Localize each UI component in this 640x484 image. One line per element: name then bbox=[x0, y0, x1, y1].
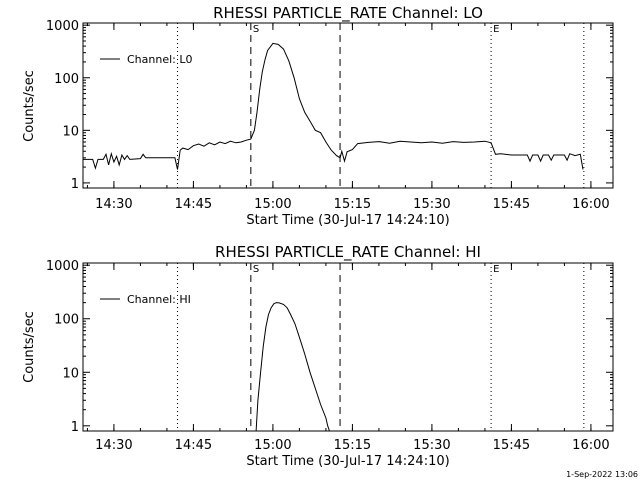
x-axis-label: Start Time (30-Jul-17 14:24:10) bbox=[246, 213, 449, 228]
x-tick-label: 16:00 bbox=[572, 438, 609, 453]
x-tick-label: 15:00 bbox=[254, 438, 291, 453]
y-tick-label: 1000 bbox=[46, 19, 79, 34]
y-tick-label: 10 bbox=[62, 366, 79, 381]
y-tick-label: 100 bbox=[54, 72, 79, 87]
footer-timestamp: 1-Sep-2022 13:06 bbox=[566, 470, 638, 479]
series-line bbox=[255, 302, 330, 432]
y-tick-label: 1000 bbox=[46, 259, 79, 274]
x-tick-label: 14:30 bbox=[95, 197, 132, 212]
x-tick-label: 14:45 bbox=[175, 197, 212, 212]
series-line bbox=[83, 42, 584, 170]
x-tick-label: 15:00 bbox=[254, 197, 291, 212]
x-tick-label: 15:15 bbox=[334, 197, 371, 212]
x-tick-label: 15:45 bbox=[493, 438, 530, 453]
y-tick-label: 10 bbox=[62, 124, 79, 139]
y-axis-label: Counts/sec bbox=[22, 70, 37, 142]
event-marker-label: S bbox=[253, 264, 259, 275]
event-marker-label: E bbox=[493, 264, 499, 275]
y-tick-label: 100 bbox=[54, 313, 79, 328]
plot-frame bbox=[82, 262, 614, 432]
x-tick-label: 16:00 bbox=[572, 197, 609, 212]
x-tick-label: 14:45 bbox=[175, 438, 212, 453]
x-tick-label: 15:30 bbox=[413, 197, 450, 212]
event-marker-label: S bbox=[253, 24, 259, 35]
legend-label: Channel: HI bbox=[127, 293, 191, 306]
event-marker-label: E bbox=[493, 24, 499, 35]
y-axis-label: Counts/sec bbox=[22, 311, 37, 383]
x-tick-label: 15:15 bbox=[334, 438, 371, 453]
x-axis-label: Start Time (30-Jul-17 14:24:10) bbox=[246, 454, 449, 469]
plot-frame bbox=[82, 22, 614, 189]
x-tick-label: 15:45 bbox=[493, 197, 530, 212]
x-tick-label: 15:30 bbox=[413, 438, 450, 453]
chart-title: RHESSI PARTICLE_RATE Channel: LO bbox=[213, 4, 483, 23]
legend-label: Channel: L0 bbox=[127, 53, 193, 66]
y-tick-label: 1 bbox=[71, 177, 79, 192]
chart-title: RHESSI PARTICLE_RATE Channel: HI bbox=[215, 243, 481, 262]
x-tick-label: 14:30 bbox=[95, 438, 132, 453]
y-tick-label: 1 bbox=[71, 420, 79, 435]
